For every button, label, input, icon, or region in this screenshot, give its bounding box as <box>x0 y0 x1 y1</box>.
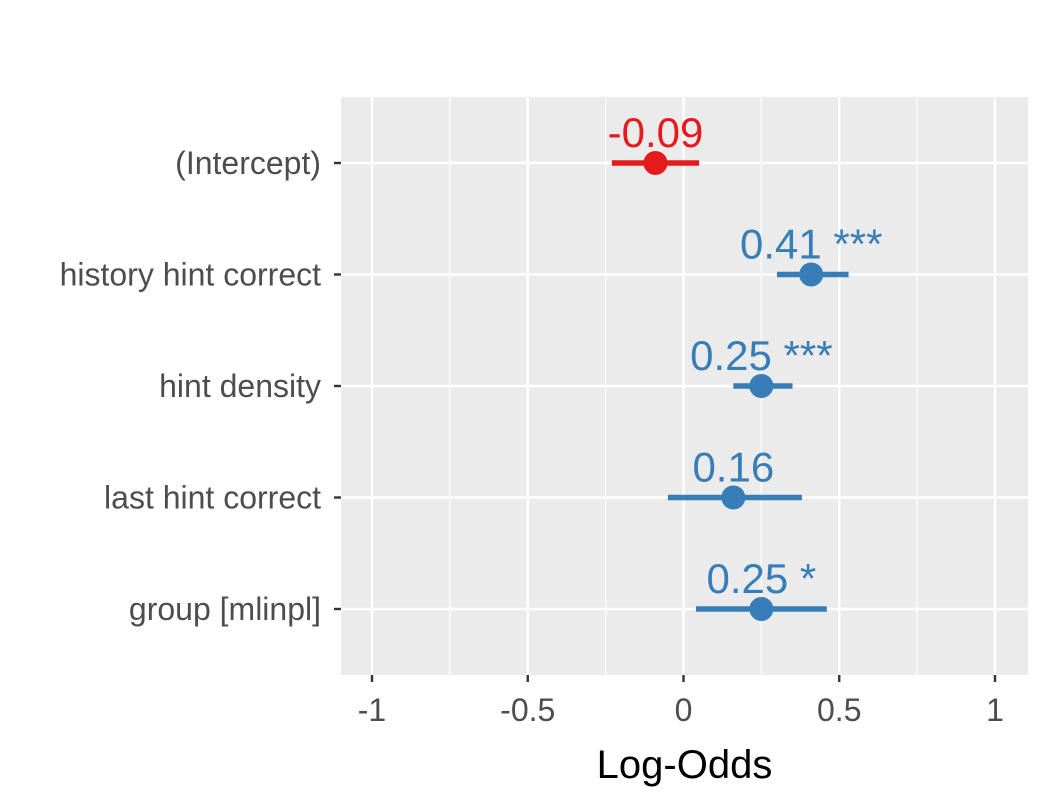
estimate-label: 0.16 <box>692 444 774 491</box>
estimate-point <box>749 374 774 398</box>
y-tick-label: hint density <box>159 368 321 404</box>
x-tick-label: -1 <box>358 692 386 728</box>
y-tick-label: group [mlinpl] <box>129 591 321 627</box>
x-tick-label: -0.5 <box>500 692 555 728</box>
x-axis: -1 -0.5 0 0.5 1 <box>358 675 1004 728</box>
estimate-label: -0.09 <box>608 109 704 156</box>
estimate-point <box>799 262 824 287</box>
estimate-point <box>643 151 668 175</box>
estimates: -0.09 0.41 *** 0.25 *** 0.16 0.25 * <box>608 109 882 621</box>
estimate-label: 0.25 * <box>706 555 816 602</box>
estimate-point <box>749 597 774 621</box>
y-tick-label: last hint correct <box>104 480 321 516</box>
estimate-label: 0.41 *** <box>740 221 882 268</box>
x-tick-label: 0.5 <box>817 692 861 728</box>
x-tick-label: 1 <box>986 692 1004 728</box>
estimate-point <box>721 485 746 510</box>
y-tick-label: history hint correct <box>60 257 322 293</box>
y-axis: (Intercept) history hint correct hint dens… <box>60 145 341 627</box>
x-tick-label: 0 <box>675 692 693 728</box>
x-axis-title: Log-Odds <box>597 743 773 787</box>
y-tick-label: (Intercept) <box>175 145 321 181</box>
estimate-label: 0.25 *** <box>690 332 832 379</box>
